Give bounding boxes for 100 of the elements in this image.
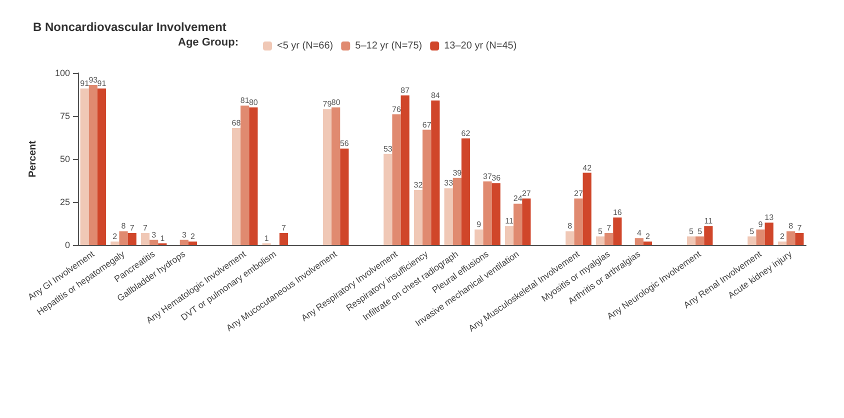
data-label: 1 [160,234,166,243]
data-label: 33 [444,178,454,188]
bar [786,231,796,245]
data-label: 91 [97,78,107,88]
y-axis-title: Percent [28,140,38,178]
data-label: 7 [143,223,148,232]
bar [461,138,470,245]
bar [778,242,787,245]
legend-label: 5–12 yr (N=75) [355,40,422,52]
data-label: 1 [264,234,270,243]
bar [444,188,453,245]
data-label: 68 [232,118,242,128]
bar [422,130,432,245]
bar [604,232,614,245]
data-label: 4 [636,228,642,238]
bar [574,198,583,245]
bar [795,232,804,245]
data-label: 8 [121,222,126,231]
bar [150,240,158,245]
chart-title: B Noncardiovascular Involvement [33,20,226,34]
bar [582,172,592,245]
bar [128,232,136,245]
data-label: 7 [797,223,802,232]
data-label: 80 [248,98,258,107]
legend-label: <5 yr (N=66) [277,40,334,52]
bar [492,183,500,245]
data-label: 37 [483,172,492,181]
data-label: 11 [704,216,714,226]
data-label: 5 [689,226,694,236]
data-label: 81 [240,96,250,106]
data-label: 9 [476,220,482,230]
data-label: 8 [568,222,573,231]
data-label: 3 [152,230,157,240]
data-label: 2 [190,232,196,242]
data-label: 2 [780,232,786,242]
data-label: 39 [452,168,462,178]
bar [431,100,440,245]
bar [643,242,652,245]
data-label: 3 [182,230,187,240]
bar [140,232,150,245]
data-label: 36 [492,174,502,183]
data-label: 7 [130,223,135,232]
y-tick-label: 0 [64,240,70,250]
bar [764,222,774,245]
data-label: 13 [764,213,774,222]
bar [400,95,410,245]
bar [232,128,241,245]
bar [686,236,696,245]
bar [504,226,514,245]
bar [596,236,605,245]
bar [322,109,332,245]
data-label: 87 [400,86,410,95]
bar [613,217,622,245]
data-label: 7 [606,223,612,232]
data-label: 42 [582,163,592,172]
data-label: 32 [414,180,424,190]
data-label: 5 [598,226,604,236]
legend-label: 13–20 yr (N=45) [444,40,517,52]
bar [332,107,340,245]
data-label: 80 [331,98,341,107]
data-label: 2 [112,232,118,242]
y-tick-label: 50 [60,154,70,164]
bar [249,107,258,245]
bar [514,204,522,245]
data-label: 24 [513,194,523,204]
data-label: 79 [322,100,332,109]
bar [704,226,713,245]
data-label: 11 [505,216,514,226]
data-label: 91 [80,78,90,88]
bar [384,154,392,245]
data-label: 93 [88,76,98,85]
bar [188,242,198,245]
legend-title: Age Group: [178,36,238,48]
bar [522,198,531,245]
bar [474,230,484,245]
bar [110,242,120,245]
data-label: 9 [758,220,764,230]
bar [566,231,574,245]
y-tick-label: 75 [60,111,70,121]
y-tick-label: 25 [60,197,70,207]
bar [80,88,89,245]
bar [279,232,288,245]
data-label: 84 [430,91,440,100]
bar [119,231,128,245]
bar [340,148,349,245]
bar [414,190,423,245]
data-label: 27 [574,189,584,198]
data-label: 5 [698,226,703,236]
data-label: 53 [383,144,393,154]
data-label: 67 [422,120,432,130]
bar [634,238,644,245]
data-label: 56 [340,139,350,148]
data-label: 16 [612,208,622,217]
bar [97,88,106,245]
bar [88,85,98,245]
data-label: 62 [461,128,471,138]
bar [696,236,704,245]
bar [180,240,188,245]
data-label: 5 [750,226,755,236]
bar [483,181,492,245]
